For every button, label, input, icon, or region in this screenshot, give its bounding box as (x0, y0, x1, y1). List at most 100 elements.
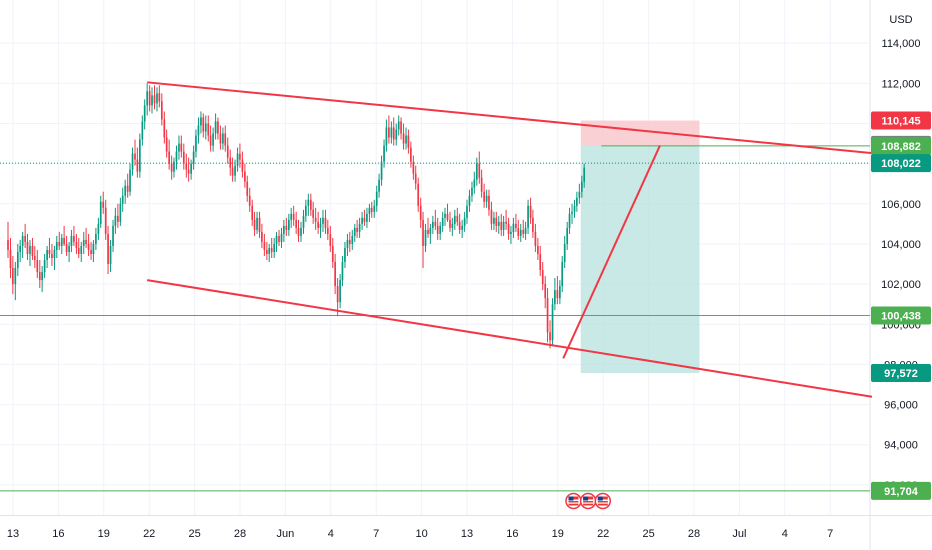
candle-body (266, 249, 268, 254)
candle-body (192, 151, 195, 164)
candle-body (55, 241, 58, 250)
candle-body (129, 169, 131, 192)
candle-body (258, 217, 261, 232)
candle-body (395, 129, 398, 140)
candle-body (75, 241, 78, 248)
candle-body (68, 245, 70, 252)
candle-body (143, 105, 146, 122)
candle-body (19, 245, 22, 252)
flag-stripe-white (597, 502, 608, 504)
candle-body (436, 225, 439, 234)
candle-body (304, 205, 307, 216)
candle-body (256, 217, 258, 230)
candle-body (26, 241, 29, 254)
x-tick-label: 7 (827, 528, 833, 540)
candle-body (388, 127, 390, 138)
candle-body (368, 207, 371, 214)
price-axis[interactable]: USD 114,000112,000110,000108,000106,0001… (881, 14, 921, 492)
candle-body (222, 133, 224, 144)
x-tick-label: 13 (461, 528, 473, 540)
candle-body (397, 121, 400, 130)
candle-body (546, 298, 549, 333)
candle-body (478, 163, 481, 178)
x-tick-label: 19 (552, 528, 564, 540)
candle-body (500, 221, 503, 230)
x-tick-label: 7 (373, 528, 379, 540)
y-tick-label: 102,000 (881, 279, 921, 291)
candle-body (307, 199, 310, 206)
candle-body (48, 249, 51, 254)
candle-body (375, 191, 378, 206)
candle-body (268, 247, 271, 254)
candle-body (33, 255, 36, 261)
candle-body (417, 183, 420, 206)
candle-body (217, 121, 219, 134)
x-tick-label: 16 (506, 528, 518, 540)
price-tag-label: 108,882 (881, 141, 921, 153)
candle-body (139, 139, 141, 172)
candle-body (385, 127, 388, 146)
candle-body (112, 225, 114, 246)
candle-body (378, 179, 380, 192)
candle-body (300, 227, 302, 236)
candle-body (224, 133, 227, 146)
candle-body (551, 304, 554, 341)
candle-body (353, 227, 356, 236)
candle-body (554, 290, 556, 305)
candle-body (351, 235, 354, 244)
candle-body (366, 213, 368, 222)
candle-body (490, 209, 493, 224)
position-zones (580, 120, 700, 374)
candle-body (90, 249, 92, 254)
candle-body (114, 215, 117, 226)
candle-body (182, 151, 185, 164)
candle-body (11, 268, 14, 285)
candle-body (248, 195, 251, 206)
us-flag-icon (594, 492, 612, 510)
candle-body (109, 245, 112, 265)
us-flag-icon (579, 492, 597, 510)
y-tick-label: 114,000 (882, 38, 921, 50)
candle-body (392, 127, 395, 140)
candle-body (160, 101, 163, 120)
candle-body (51, 253, 53, 258)
candle-body (80, 245, 83, 254)
candle-body (419, 205, 422, 220)
candle-body (124, 185, 127, 196)
candle-body (410, 147, 412, 162)
candle-body (390, 127, 393, 138)
candle-body (141, 121, 144, 140)
channel-upper-line (147, 81, 873, 155)
candle-body (197, 125, 200, 136)
candle-body (99, 201, 102, 224)
candle-body (209, 135, 212, 146)
time-axis[interactable]: 13 16 19 22 25 28 Jun 4 7 10 13 16 19 22 25 28 Jul 4 7 (7, 528, 833, 540)
candle-body (173, 161, 175, 172)
candle-body (270, 247, 273, 252)
candle-body (326, 227, 329, 234)
candle-body (475, 163, 478, 180)
candle-body (441, 217, 444, 226)
x-tick-label: 4 (782, 528, 788, 540)
candle-body (358, 223, 361, 232)
x-tick-label: Jun (277, 528, 295, 540)
candle-body (346, 239, 349, 248)
x-tick-label: 22 (143, 528, 155, 540)
price-tag-label: 110,145 (881, 116, 920, 128)
candle-body (58, 241, 61, 246)
candle-body (456, 215, 459, 222)
candle-body (21, 235, 24, 246)
x-tick-label: 4 (328, 528, 334, 540)
candle-body (24, 235, 26, 242)
horizontal-lines (0, 145, 870, 492)
candle-body (241, 159, 244, 172)
candle-body (414, 173, 417, 184)
candle-body (117, 215, 119, 222)
candle-body (92, 243, 95, 254)
trendlines (147, 81, 873, 398)
price-tag-label: 100,438 (881, 310, 921, 322)
candle-body (290, 213, 293, 220)
candle-body (102, 201, 105, 208)
